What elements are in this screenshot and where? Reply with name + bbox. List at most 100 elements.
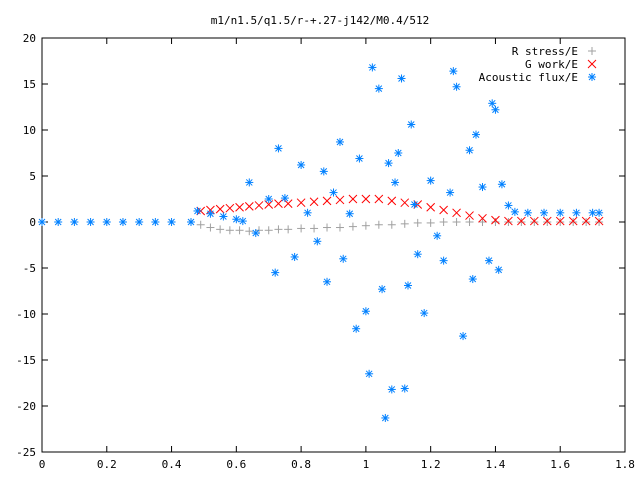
data-point [235, 202, 244, 212]
data-point [384, 159, 393, 168]
data-point [339, 254, 348, 263]
data-point [345, 209, 354, 218]
data-point [478, 213, 487, 223]
data-point [102, 218, 111, 226]
data-point [465, 146, 474, 155]
plot-frame [41, 37, 626, 453]
data-point [556, 208, 565, 217]
data-point [348, 194, 358, 204]
data-point [594, 216, 604, 226]
data-point [361, 307, 370, 316]
x-tick-label: 0 [39, 458, 46, 471]
data-point [70, 218, 79, 226]
data-point [494, 265, 503, 274]
data-point [491, 215, 500, 225]
data-point [468, 275, 477, 284]
data-point [296, 198, 306, 208]
data-point [491, 105, 500, 114]
data-point [280, 194, 289, 203]
data-point [491, 218, 500, 226]
data-point [167, 218, 176, 226]
data-point [297, 160, 306, 169]
y-tick-label: -25 [16, 446, 36, 459]
data-point [232, 215, 241, 224]
data-point [465, 218, 474, 226]
data-point [310, 224, 319, 233]
data-point [238, 217, 247, 226]
data-point [530, 218, 539, 226]
data-point [38, 218, 46, 226]
x-tick-label: 1.2 [421, 458, 441, 471]
y-tick-label: 20 [23, 32, 36, 45]
data-point [319, 167, 328, 176]
data-point [290, 252, 299, 261]
data-point [523, 208, 532, 217]
legend-label: Acoustic flux/E [479, 71, 578, 84]
data-point [303, 208, 312, 217]
y-tick-label: 0 [29, 216, 36, 229]
chart-title: m1/n1.5/q1.5/r-+.27-j142/M0.4/512 [211, 14, 430, 27]
data-point [504, 218, 513, 226]
x-tick-label: 1.8 [615, 458, 635, 471]
data-point [529, 216, 539, 226]
x-tick-label: 1 [363, 458, 370, 471]
data-point [374, 84, 383, 93]
data-point [374, 194, 384, 204]
data-point [352, 324, 361, 333]
data-point [472, 130, 481, 139]
x-tick-label: 0.2 [97, 458, 117, 471]
data-point [542, 216, 552, 226]
data-point [313, 237, 322, 246]
data-point [264, 226, 273, 235]
data-point [400, 219, 409, 228]
data-point [433, 231, 442, 240]
data-point [374, 220, 383, 229]
y-tick-label: -10 [16, 308, 36, 321]
data-point [595, 208, 604, 217]
data-point [420, 309, 429, 318]
data-point [244, 202, 254, 211]
data-point [381, 413, 390, 422]
data-point [397, 74, 406, 83]
data-point [517, 218, 526, 226]
data-point [135, 218, 144, 226]
data-point [54, 218, 63, 226]
data-point [378, 285, 387, 294]
data-point [465, 211, 474, 220]
data-point [400, 198, 410, 208]
data-point [413, 250, 422, 259]
legend-label: R stress/E [512, 45, 578, 58]
data-point [323, 277, 332, 286]
data-point [555, 216, 565, 226]
data-point [348, 222, 357, 231]
x-tick-label: 0.8 [291, 458, 311, 471]
data-point [446, 188, 455, 197]
x-tick-label: 1.6 [550, 458, 570, 471]
data-point [264, 195, 273, 203]
legend-marker [588, 47, 596, 55]
data-point [322, 196, 332, 206]
data-point [215, 204, 225, 214]
data-point [245, 178, 254, 187]
data-point [274, 225, 283, 234]
x-tick-label: 0.4 [162, 458, 182, 471]
data-point [387, 220, 396, 229]
data-point [274, 199, 283, 208]
data-point [504, 201, 513, 210]
data-point [254, 201, 264, 210]
data-point [368, 63, 377, 72]
data-point [439, 256, 448, 265]
data-point [426, 176, 435, 185]
y-tick-label: 5 [29, 170, 36, 183]
data-point [193, 206, 202, 215]
data-point [452, 82, 461, 91]
data-point [510, 207, 519, 216]
data-point [504, 216, 513, 226]
data-point [297, 224, 306, 233]
data-point [387, 196, 397, 206]
data-point [391, 178, 400, 187]
data-point [329, 188, 338, 197]
data-point [484, 256, 493, 265]
